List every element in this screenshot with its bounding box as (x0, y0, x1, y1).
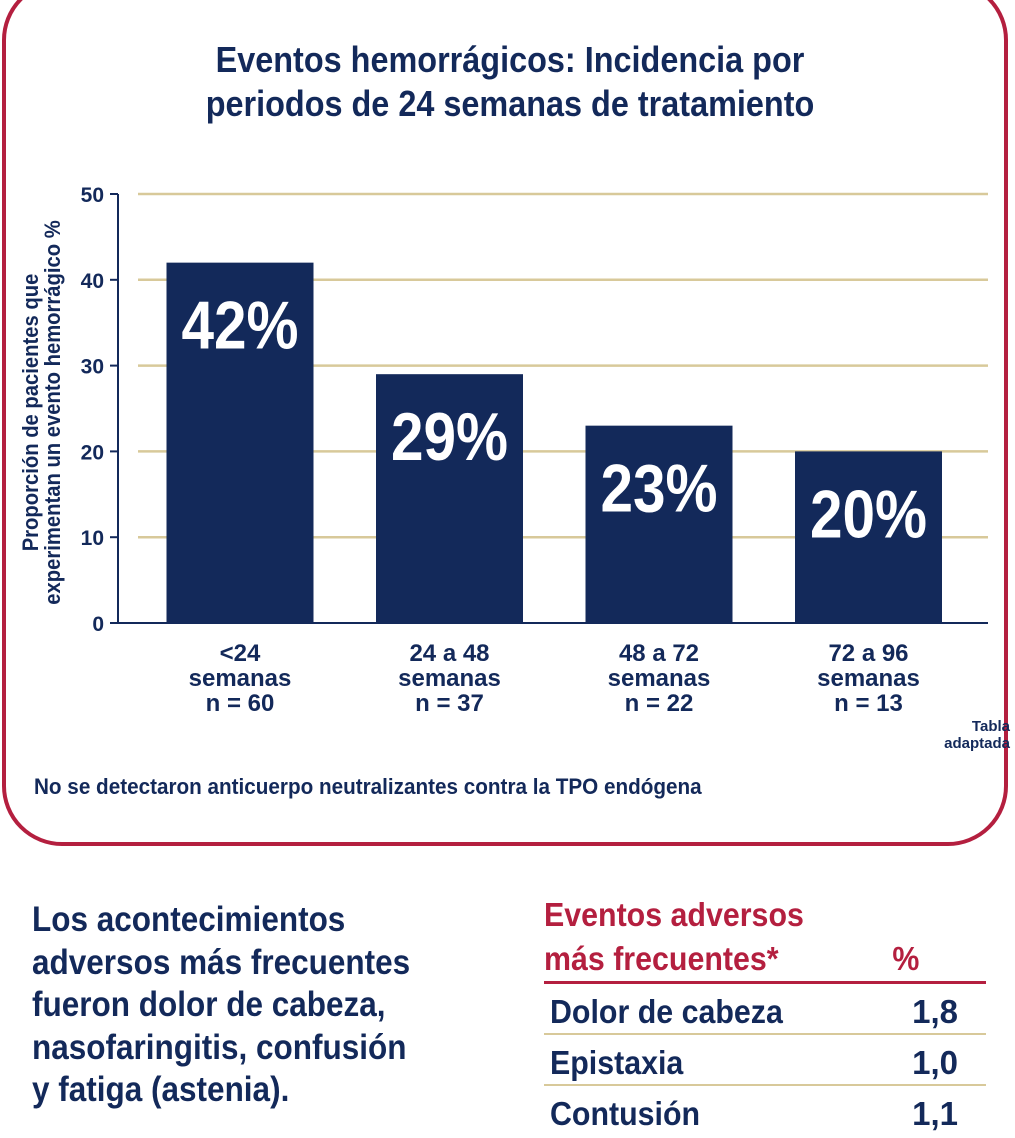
bar-chart: 0 10 20 30 40 50 Proporción de pacientes queex… (19, 184, 988, 717)
event-percent: 1,8 (912, 993, 958, 1030)
source-note: Tabla adaptada (918, 718, 1010, 752)
summary-line-5: y fatiga (astenia). (32, 1070, 290, 1109)
chart-footnote: No se detectaron anticuerpo neutralizant… (34, 774, 702, 799)
event-name: Contusión (550, 1095, 701, 1132)
event-name: Epistaxia (550, 1044, 684, 1081)
y-axis-label-line: Proporción de pacientes que (19, 273, 43, 551)
bar (376, 374, 523, 623)
table-row: Dolor de cabeza 1,8 (544, 984, 986, 1035)
table-row: Epistaxia 1,0 (544, 1035, 986, 1086)
bar-data-label: 20% (810, 477, 927, 552)
summary-line-4: nasofaringitis, confusión (32, 1027, 407, 1067)
x-category-label: n = 37 (415, 690, 484, 717)
x-category-label: n = 13 (834, 690, 903, 717)
summary-line-1: Los acontecimientos (32, 900, 346, 939)
x-category-label: 48 a 72 (619, 640, 699, 667)
summary-line-2: adversos más frecuentes (32, 942, 411, 982)
event-name: Dolor de cabeza (550, 993, 783, 1030)
bar-data-label: 29% (391, 400, 508, 475)
adverse-events-title-line-1: Eventos adversos (544, 896, 804, 933)
x-category-label: semanas (608, 665, 711, 692)
y-tick-label: 20 (81, 441, 104, 464)
x-category-label: 24 a 48 (409, 640, 489, 667)
source-note-line-1: Tabla (971, 718, 1010, 735)
y-axis-label-line: experimentan un evento hemorrágico % (41, 220, 65, 605)
bar (166, 262, 314, 623)
x-category-label: <24 (220, 640, 261, 667)
bar-data-label: 23% (600, 452, 717, 527)
adverse-events-header: Eventos adversos más frecuentes* % (544, 893, 951, 981)
source-note-line-2: adaptada (944, 735, 1010, 752)
chart-title-line-2: periodos de 24 semanas de tratamiento (205, 83, 815, 124)
table-row: Contusión 1,1 (544, 1086, 986, 1135)
x-category-label: 72 a 96 (828, 640, 908, 667)
percent-column-header: % (892, 940, 920, 977)
x-category-label: semanas (817, 665, 920, 692)
chart-title: Eventos hemorrágicos: Incidencia por per… (159, 38, 861, 126)
y-tick-label: 10 (81, 527, 104, 550)
adverse-events-title-line-2: más frecuentes* (544, 940, 779, 977)
event-percent: 1,0 (912, 1044, 958, 1081)
y-axis-label: Proporción de pacientes queexperimentan … (19, 220, 65, 605)
event-percent: 1,1 (912, 1095, 958, 1132)
summary-paragraph: Los acontecimientos adversos más frecuen… (32, 899, 482, 1112)
chart-title-line-1: Eventos hemorrágicos: Incidencia por (215, 39, 805, 80)
bar (585, 425, 733, 623)
x-category-label: semanas (398, 665, 501, 692)
bar (795, 451, 942, 623)
adverse-events-table: Eventos adversos más frecuentes* % Dolor… (544, 893, 986, 1135)
y-tick-label: 0 (92, 613, 104, 636)
bar-data-label: 42% (181, 289, 298, 364)
chart-panel-frame (2, 0, 1008, 846)
y-tick-label: 30 (81, 356, 104, 379)
y-tick-label: 40 (81, 270, 104, 293)
x-category-label: semanas (189, 665, 292, 692)
summary-line-3: fueron dolor de cabeza, (32, 985, 386, 1024)
x-category-label: n = 60 (206, 690, 275, 717)
header-divider (544, 981, 986, 984)
y-tick-label: 50 (81, 184, 104, 207)
x-category-label: n = 22 (625, 690, 694, 717)
